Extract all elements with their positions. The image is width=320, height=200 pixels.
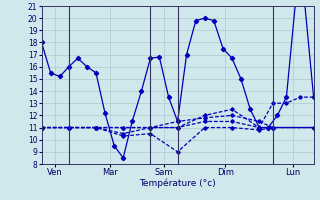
X-axis label: Température (°c): Température (°c) [139, 179, 216, 188]
